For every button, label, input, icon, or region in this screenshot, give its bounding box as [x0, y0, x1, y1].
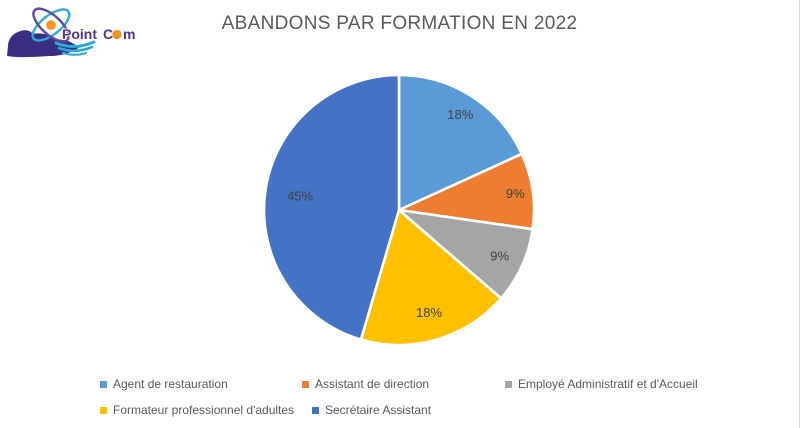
chart-legend-row-2: Formateur professionnel d'adultes Secrét…: [0, 401, 799, 419]
legend-label: Agent de restauration: [113, 377, 228, 391]
legend-label: Employé Administratif et d'Accueil: [518, 377, 698, 391]
svg-text:m: m: [123, 26, 135, 42]
legend-marker: [302, 380, 309, 388]
pie-slice-3: [359, 208, 503, 347]
chart-legend-row-1: Agent de restauration Assistant de direc…: [0, 375, 799, 393]
legend-label: Formateur professionnel d'adultes: [113, 403, 295, 417]
legend-label: Secrétaire Assistant: [325, 403, 432, 417]
atom-icon: [31, 7, 71, 43]
pie-slice-4: [262, 73, 401, 341]
pointcom-logo: Point C m: [7, 7, 136, 58]
pie-chart: 18% 9% 9% 18% 45%: [262, 73, 536, 347]
legend-marker: [312, 406, 319, 414]
logo-text: Point C m: [61, 25, 136, 43]
svg-text:C: C: [103, 26, 113, 42]
swoosh-icon: [54, 40, 96, 56]
legend-item: Secrétaire Assistant: [312, 401, 431, 419]
pie-slice-0: [397, 73, 524, 212]
legend-label: Assistant de direction: [315, 377, 430, 391]
pie-data-label-3: 18%: [416, 305, 442, 320]
chart-title: ABANDONS PAR FORMATION EN 2022: [221, 13, 578, 34]
legend-marker: [100, 380, 107, 388]
pie-data-label-1: 9%: [506, 186, 525, 201]
svg-text:Point: Point: [62, 26, 97, 42]
legend-item: Assistant de direction: [302, 375, 505, 393]
legend-marker: [505, 380, 512, 388]
legend-item: Agent de restauration: [100, 375, 302, 393]
legend-item: Employé Administratif et d'Accueil: [505, 375, 698, 393]
legend-item: Formateur professionnel d'adultes: [100, 401, 312, 419]
pie-data-label-4: 45%: [287, 188, 313, 203]
pie-data-label-2: 9%: [490, 249, 509, 264]
pie-data-label-0: 18%: [447, 107, 473, 122]
legend-marker: [100, 406, 107, 414]
